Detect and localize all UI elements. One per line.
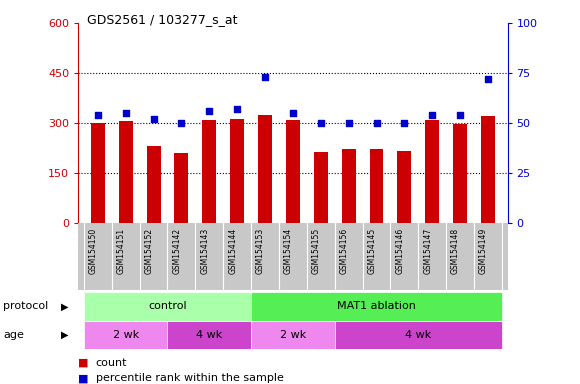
Text: protocol: protocol — [3, 301, 48, 311]
Point — [205, 108, 214, 114]
Point — [483, 76, 492, 82]
Point — [260, 74, 270, 80]
Text: 2 wk: 2 wk — [113, 330, 139, 340]
Bar — [425, 120, 439, 223]
Bar — [202, 119, 216, 223]
Bar — [397, 151, 411, 223]
Text: GSM154150: GSM154150 — [89, 228, 98, 274]
Text: ▶: ▶ — [61, 330, 68, 340]
Text: 2 wk: 2 wk — [280, 330, 306, 340]
Text: GSM154156: GSM154156 — [340, 228, 349, 274]
Bar — [251, 292, 502, 321]
Bar — [230, 119, 244, 223]
Bar — [453, 124, 467, 223]
Point — [233, 106, 242, 112]
Point — [177, 120, 186, 126]
Text: GSM154153: GSM154153 — [256, 228, 265, 274]
Text: ■: ■ — [78, 373, 89, 383]
Text: GSM154148: GSM154148 — [451, 228, 460, 274]
Text: GSM154147: GSM154147 — [423, 228, 432, 274]
Bar — [369, 149, 383, 223]
Text: GDS2561 / 103277_s_at: GDS2561 / 103277_s_at — [87, 13, 237, 26]
Bar — [168, 321, 251, 349]
Text: GSM154142: GSM154142 — [172, 228, 182, 274]
Bar — [119, 121, 133, 223]
Bar — [286, 119, 300, 223]
Bar — [251, 321, 335, 349]
Point — [372, 120, 381, 126]
Point — [288, 110, 298, 116]
Point — [316, 120, 325, 126]
Text: age: age — [3, 330, 24, 340]
Bar — [258, 114, 272, 223]
Text: GSM154154: GSM154154 — [284, 228, 293, 274]
Text: GSM154143: GSM154143 — [200, 228, 209, 274]
Text: GSM154155: GSM154155 — [312, 228, 321, 274]
Point — [427, 112, 437, 118]
Bar — [335, 321, 502, 349]
Text: control: control — [148, 301, 187, 311]
Point — [455, 112, 465, 118]
Bar — [342, 149, 356, 223]
Point — [93, 112, 103, 118]
Point — [149, 116, 158, 122]
Bar — [314, 152, 328, 223]
Bar — [175, 153, 188, 223]
Text: GSM154151: GSM154151 — [117, 228, 126, 274]
Text: GSM154149: GSM154149 — [479, 228, 488, 274]
Text: count: count — [96, 358, 127, 368]
Text: 4 wk: 4 wk — [405, 330, 432, 340]
Bar — [91, 123, 105, 223]
Text: ▶: ▶ — [61, 301, 68, 311]
Text: GSM154145: GSM154145 — [368, 228, 376, 274]
Text: percentile rank within the sample: percentile rank within the sample — [96, 373, 284, 383]
Bar — [84, 292, 251, 321]
Text: GSM154144: GSM154144 — [228, 228, 237, 274]
Text: GSM154152: GSM154152 — [144, 228, 154, 274]
Text: GSM154146: GSM154146 — [396, 228, 404, 274]
Point — [344, 120, 353, 126]
Text: MAT1 ablation: MAT1 ablation — [337, 301, 416, 311]
Text: ■: ■ — [78, 358, 89, 368]
Text: 4 wk: 4 wk — [196, 330, 222, 340]
Point — [400, 120, 409, 126]
Point — [121, 110, 130, 116]
Bar — [481, 116, 495, 223]
Bar — [147, 146, 161, 223]
Bar — [84, 321, 168, 349]
